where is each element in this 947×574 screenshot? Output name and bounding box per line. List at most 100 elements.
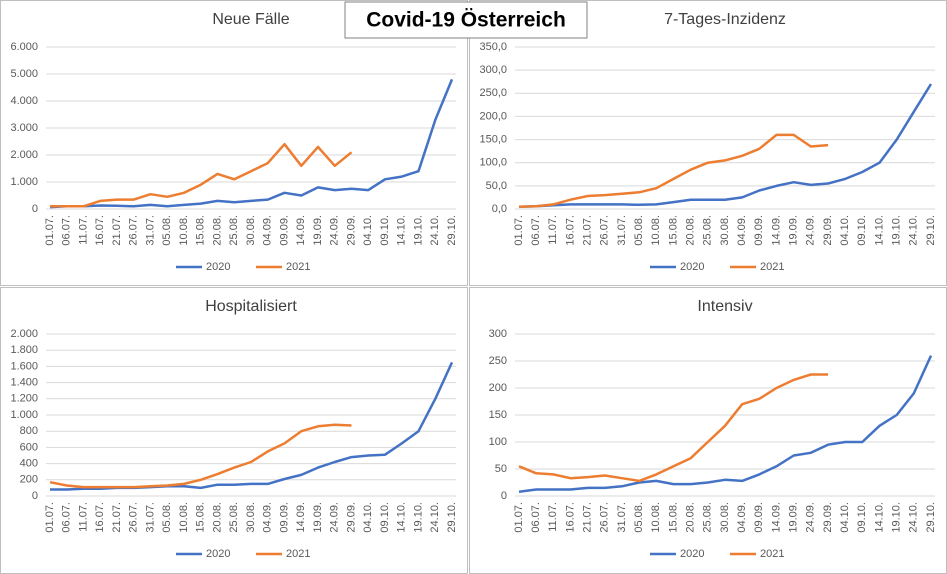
x-tick-label: 19.10. <box>891 215 903 246</box>
x-tick-label: 04.10. <box>362 215 374 246</box>
y-tick-label: 200 <box>20 474 38 486</box>
x-tick-label: 01.07. <box>513 215 525 246</box>
x-tick-label: 10.08. <box>650 502 662 533</box>
x-tick-label: 15.08. <box>195 502 207 533</box>
x-tick-label: 16.07. <box>94 215 106 246</box>
main-title: Covid-19 Österreich <box>366 9 566 32</box>
x-tick-label: 04.09. <box>262 502 274 533</box>
x-tick-label: 15.08. <box>667 215 679 246</box>
x-tick-label: 30.08. <box>245 215 257 246</box>
y-tick-label: 5.000 <box>10 68 38 80</box>
legend-label: 2020 <box>206 261 230 273</box>
x-tick-label: 11.07. <box>77 215 89 245</box>
y-tick-label: 600 <box>20 441 38 453</box>
x-tick-label: 31.07. <box>616 215 628 246</box>
series-line <box>518 373 828 483</box>
series-line <box>49 423 352 489</box>
panel-title: Intensiv <box>697 298 752 315</box>
x-tick-label: 16.07. <box>564 215 576 246</box>
x-tick-label: 01.07. <box>513 502 525 533</box>
x-tick-label: 20.08. <box>211 215 223 246</box>
x-tick-label: 24.10. <box>908 215 920 246</box>
x-tick-label: 26.07. <box>599 215 611 246</box>
x-tick-label: 14.09. <box>770 502 782 533</box>
legend-label: 2021 <box>286 548 310 560</box>
x-tick-label: 09.09. <box>278 502 290 533</box>
x-tick-label: 20.08. <box>685 215 697 246</box>
legend-label: 2021 <box>760 261 784 273</box>
x-tick-label: 30.08. <box>245 502 257 533</box>
y-tick-label: 350,0 <box>479 41 507 53</box>
x-tick-label: 19.09. <box>788 502 800 533</box>
x-tick-label: 25.08. <box>228 502 240 533</box>
series-line <box>518 355 933 493</box>
x-tick-label: 24.09. <box>805 502 817 533</box>
y-tick-label: 2.000 <box>10 149 38 161</box>
x-tick-label: 25.08. <box>702 215 714 246</box>
legend-label: 2021 <box>286 261 310 273</box>
panel-border <box>0 0 468 286</box>
x-tick-label: 24.09. <box>805 215 817 246</box>
x-tick-label: 19.09. <box>312 215 324 246</box>
x-tick-label: 01.07. <box>44 502 56 533</box>
x-tick-label: 19.10. <box>412 502 424 533</box>
x-tick-label: 14.10. <box>396 502 408 533</box>
x-tick-label: 09.09. <box>753 215 765 246</box>
y-tick-label: 1.000 <box>10 409 38 421</box>
x-tick-label: 25.08. <box>702 502 714 533</box>
x-tick-label: 09.10. <box>856 215 868 246</box>
y-tick-label: 400 <box>20 458 38 470</box>
x-tick-label: 19.09. <box>312 502 324 533</box>
y-tick-label: 50 <box>495 463 507 475</box>
x-tick-label: 31.07. <box>144 215 156 246</box>
y-tick-label: 250 <box>489 355 507 367</box>
x-tick-label: 04.10. <box>362 502 374 533</box>
x-tick-label: 11.07. <box>547 215 559 245</box>
y-tick-label: 6.000 <box>10 41 38 53</box>
legend-label: 2020 <box>680 261 704 273</box>
legend-label: 2020 <box>206 548 230 560</box>
x-tick-label: 21.07. <box>582 502 594 533</box>
x-tick-label: 10.08. <box>650 215 662 246</box>
legend-label: 2020 <box>680 548 704 560</box>
y-tick-label: 150,0 <box>479 133 507 145</box>
y-tick-label: 1.400 <box>10 377 38 389</box>
y-tick-label: 3.000 <box>10 122 38 134</box>
series-line <box>49 78 454 209</box>
x-tick-label: 16.07. <box>564 502 576 533</box>
x-tick-label: 29.10. <box>446 215 458 246</box>
x-tick-label: 19.10. <box>412 215 424 246</box>
y-tick-label: 2.000 <box>10 328 38 340</box>
x-tick-label: 31.07. <box>616 502 628 533</box>
x-tick-label: 29.09. <box>345 215 357 246</box>
x-tick-label: 10.08. <box>178 215 190 246</box>
x-tick-label: 06.07. <box>61 215 73 246</box>
x-tick-label: 25.08. <box>228 215 240 246</box>
x-tick-label: 04.09. <box>736 502 748 533</box>
x-tick-label: 29.10. <box>446 502 458 533</box>
x-tick-label: 09.10. <box>856 502 868 533</box>
x-tick-label: 11.07. <box>547 502 559 532</box>
x-tick-label: 09.10. <box>379 502 391 533</box>
x-tick-label: 09.09. <box>753 502 765 533</box>
x-tick-label: 01.07. <box>44 215 56 246</box>
y-tick-label: 800 <box>20 425 38 437</box>
y-tick-label: 150 <box>489 409 507 421</box>
x-tick-label: 15.08. <box>667 502 679 533</box>
x-tick-label: 29.09. <box>345 502 357 533</box>
y-tick-label: 250,0 <box>479 87 507 99</box>
x-tick-label: 30.08. <box>719 502 731 533</box>
x-tick-label: 24.10. <box>908 502 920 533</box>
x-tick-label: 20.08. <box>211 502 223 533</box>
y-tick-label: 1.000 <box>10 176 38 188</box>
x-tick-label: 14.09. <box>295 215 307 246</box>
y-tick-label: 4.000 <box>10 95 38 107</box>
title-box <box>344 1 588 39</box>
y-tick-label: 0 <box>501 490 507 502</box>
series-line <box>50 142 353 208</box>
y-tick-label: 1.600 <box>10 360 38 372</box>
x-tick-label: 10.08. <box>178 502 190 533</box>
x-tick-label: 11.07. <box>77 502 89 532</box>
x-tick-label: 29.10. <box>925 215 937 246</box>
